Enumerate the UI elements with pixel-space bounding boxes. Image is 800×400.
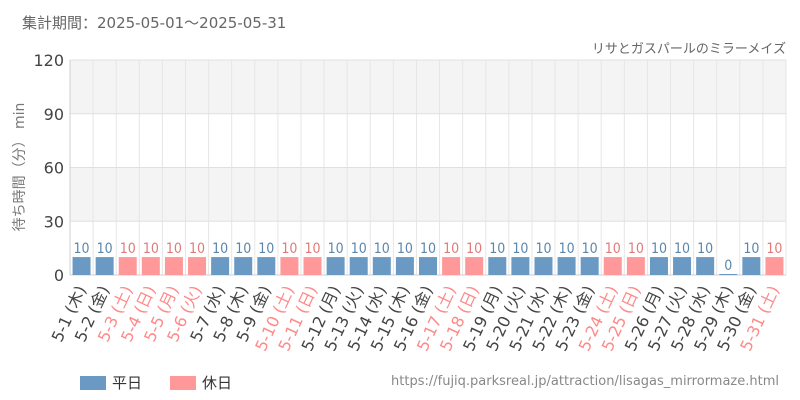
bar-value-label: 10 [235,241,251,257]
bar [511,257,530,275]
legend-holiday-label: 休日 [202,374,233,392]
bar [141,257,160,275]
bar-value-label: 10 [605,241,621,257]
y-tick-label: 0 [54,266,64,285]
bar [118,257,137,275]
bar [626,257,645,275]
bar-value-label: 10 [582,241,598,257]
bar [488,257,507,275]
bar [534,257,553,275]
bar-value-label: 10 [466,241,482,257]
grid-band [70,60,786,114]
bar [580,257,599,275]
bar [649,257,668,275]
bar-value-label: 10 [697,241,713,257]
attraction-name: リサとガスパールのミラーメイズ [591,42,786,57]
bar [673,257,692,275]
bar [211,257,230,275]
bar [419,257,437,275]
bar [395,257,414,275]
bar [349,257,368,275]
bar [326,257,345,275]
legend-holiday-swatch [170,375,197,390]
bar-value-label: 10 [305,241,321,257]
y-tick-label: 90 [44,105,64,124]
bar [72,257,91,275]
bar-value-label: 10 [674,241,690,257]
bar [257,257,276,275]
legend-weekday-label: 平日 [112,374,143,392]
bar-value-label: 10 [651,241,667,257]
y-tick-label: 120 [33,51,64,70]
bar [372,257,391,275]
bar [765,257,784,275]
bar-value-label: 10 [258,241,274,257]
bar-value-label: 10 [212,241,228,257]
bar [234,257,253,275]
y-tick-label: 60 [44,159,64,178]
bar-value-label: 10 [143,241,159,257]
bar-value-label: 10 [166,241,182,257]
bar-value-label: 10 [489,241,505,257]
bar-value-label: 10 [535,241,551,257]
legend: 平日 休日 [80,372,232,393]
bar-value-label: 10 [743,241,759,257]
bar-value-label: 10 [281,241,297,257]
bar-value-label: 10 [97,241,113,257]
bar-value-label: 10 [559,241,575,257]
collection-period: 集計期間：2025-05-01～2025-05-31 [22,14,287,32]
bar [164,257,183,275]
source-url: https://fujiq.parksreal.jp/attraction/li… [391,374,779,389]
bar-value-label: 10 [766,241,782,257]
bar [442,257,461,275]
legend-holiday: 休日 [170,372,232,393]
bar [696,257,715,275]
bar-value-label: 10 [74,241,90,257]
bar-value-label: 10 [351,241,367,257]
bar [719,274,738,275]
bar [303,257,322,275]
bar-value-label: 10 [189,241,205,257]
grid-band [70,167,786,222]
bar [95,257,114,275]
legend-weekday: 平日 [80,372,142,393]
bar-value-label: 10 [443,241,459,257]
bar [465,257,484,275]
bar-value-label: 10 [374,241,390,257]
bar [557,257,576,275]
bar [742,257,761,275]
bar [603,257,622,275]
bar-value-label: 10 [120,241,136,257]
bar-value-label: 10 [628,241,644,257]
bar-value-label: 10 [397,241,413,257]
bar-value-label: 10 [512,241,528,257]
bar [188,257,207,275]
legend-weekday-swatch [80,375,106,390]
bar-value-label: 10 [420,241,436,257]
bar [280,257,299,275]
bar-value-label: 0 [724,258,732,274]
bar-value-label: 10 [328,241,344,257]
y-tick-label: 30 [44,212,64,231]
